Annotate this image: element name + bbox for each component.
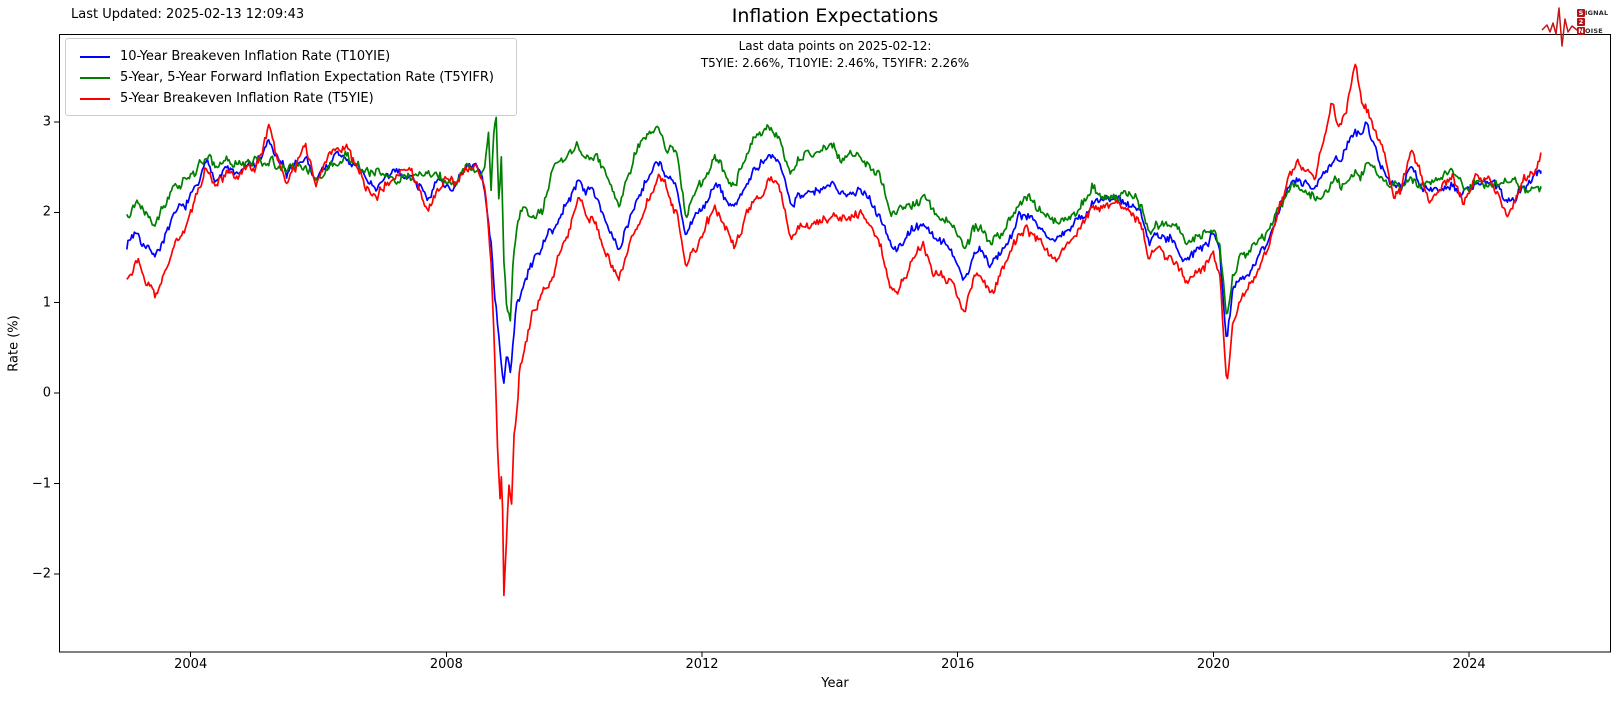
logo-badge-2: 2 — [1577, 18, 1585, 26]
legend-item-t10yie: 10-Year Breakeven Inflation Rate (T10YIE… — [74, 46, 508, 67]
logo-row-2: 2 — [1577, 18, 1608, 27]
legend-line-swatch-red — [80, 97, 110, 100]
y-axis-label: Rate (%) — [6, 315, 22, 372]
plot-border — [59, 34, 1611, 653]
axis-tick-marks — [54, 121, 1470, 657]
subtitle-line2: T5YIE: 2.66%, T10YIE: 2.46%, T5YIFR: 2.2… — [700, 56, 970, 70]
series-line-t10yie — [125, 121, 1542, 384]
heartbeat-waveform-icon — [1541, 7, 1583, 47]
series-line-t5yie — [126, 63, 1542, 597]
subtitle-line1: Last data points on 2025-02-12: — [738, 39, 932, 53]
legend-label-t10yie: 10-Year Breakeven Inflation Rate (T10YIE… — [120, 49, 391, 64]
y-tick-label: 0 — [42, 385, 51, 401]
logo-rest-ignal: IGNAL — [1585, 9, 1609, 17]
y-tick-label: −1 — [31, 476, 51, 492]
y-tick-label: 1 — [42, 295, 51, 311]
legend: 10-Year Breakeven Inflation Rate (T10YIE… — [65, 38, 517, 116]
logo-badge-s: S — [1577, 9, 1585, 17]
x-tick-label: 2004 — [174, 657, 208, 672]
x-axis-label: Year — [821, 676, 849, 691]
series-lines — [125, 63, 1542, 597]
legend-item-t5yifr: 5-Year, 5-Year Forward Inflation Expecta… — [74, 67, 508, 88]
x-tick-label: 2016 — [941, 657, 975, 672]
logo-row-noise: NOISE — [1577, 27, 1608, 36]
chart-subtitle: Last data points on 2025-02-12: T5YIE: 2… — [701, 38, 969, 72]
legend-label-t5yifr: 5-Year, 5-Year Forward Inflation Expecta… — [120, 70, 494, 85]
x-tick-label: 2020 — [1196, 657, 1230, 672]
signal2noise-logo: S IGNAL 2 NOISE — [1541, 3, 1617, 49]
y-tick-label: −2 — [31, 566, 51, 582]
x-tick-label: 2012 — [685, 657, 719, 672]
chart-title: Inflation Expectations — [731, 5, 939, 27]
y-tick-label: 3 — [42, 114, 51, 130]
legend-label-t5yie: 5-Year Breakeven Inflation Rate (T5YIE) — [120, 91, 374, 106]
logo-badge-n: N — [1577, 27, 1585, 35]
y-tick-label: 2 — [42, 204, 51, 220]
legend-item-t5yie: 5-Year Breakeven Inflation Rate (T5YIE) — [74, 88, 508, 109]
last-updated-text: Last Updated: 2025-02-13 12:09:43 — [71, 7, 305, 22]
x-tick-label: 2008 — [429, 657, 463, 672]
series-line-t5yifr — [126, 116, 1542, 322]
legend-line-swatch-green — [80, 76, 110, 79]
logo-text: S IGNAL 2 NOISE — [1577, 9, 1608, 36]
x-tick-label: 2024 — [1452, 657, 1486, 672]
legend-line-swatch-blue — [80, 55, 110, 58]
logo-rest-oise: OISE — [1585, 27, 1603, 35]
logo-row-signal: S IGNAL — [1577, 9, 1608, 18]
